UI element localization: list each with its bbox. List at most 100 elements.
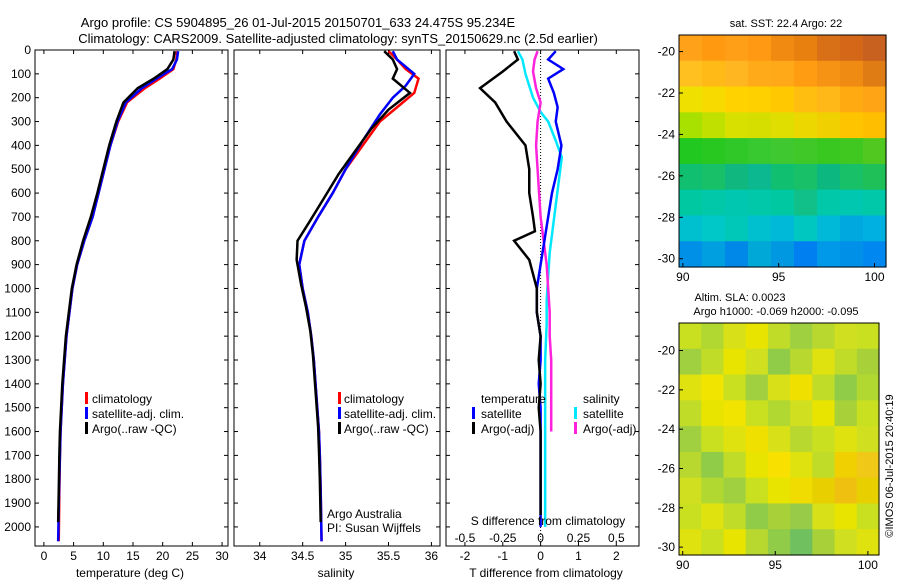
temperature-panel: 0 5 10 15 20 25 300100200300400500600700800900… xyxy=(4,43,229,580)
map-cell xyxy=(702,112,726,139)
map-y-tick-label: -22 xyxy=(658,383,676,397)
map-cell xyxy=(856,348,880,376)
x-tick-label: -1 xyxy=(497,549,508,563)
map-cell xyxy=(790,400,813,427)
map-y-tick-label: -22 xyxy=(658,86,676,100)
map-y-tick-label: -28 xyxy=(658,210,676,224)
map-cell xyxy=(748,112,772,139)
map-cell xyxy=(702,215,726,242)
map-cell xyxy=(725,215,749,242)
map-cell xyxy=(723,503,747,530)
map-cell xyxy=(812,323,836,350)
map-cell xyxy=(790,374,813,401)
map-cell xyxy=(771,215,795,242)
map-cell xyxy=(748,86,772,113)
map-cell xyxy=(767,400,791,427)
legend-label-satellite: satellite-adj. clim. xyxy=(92,407,184,421)
map-cell xyxy=(794,215,818,242)
legend-swatch-s-argo xyxy=(574,422,577,434)
map-cell xyxy=(679,86,703,113)
map-cell xyxy=(856,503,880,530)
s-tick-label: -0.25 xyxy=(489,531,517,545)
legend-swatch-argo xyxy=(85,422,88,434)
s-tick-label: 0.25 xyxy=(567,531,591,545)
sst-map-ticks: 90 95 100 -20 -22 -24 -26 -28 -30 xyxy=(658,45,885,284)
map-cell xyxy=(840,86,864,113)
map-cell xyxy=(856,374,880,401)
legend-header-salinity: salinity xyxy=(583,392,620,406)
map-cell xyxy=(679,477,702,505)
map-cell xyxy=(679,323,702,350)
map-cell xyxy=(679,35,703,62)
y-tick-label: 500 xyxy=(11,162,31,176)
map-cell xyxy=(701,400,725,427)
y-tick-label: 800 xyxy=(11,234,31,248)
map-x-tick-label: 90 xyxy=(676,558,690,572)
map-x-tick-label: 95 xyxy=(769,558,783,572)
map-cell xyxy=(679,426,702,453)
map-cell xyxy=(840,112,864,139)
map-cell xyxy=(812,400,836,427)
map-cell xyxy=(834,400,858,427)
y-tick-label: 1700 xyxy=(4,448,31,462)
y-tick-label: 300 xyxy=(11,115,31,129)
y-tick-label: 1900 xyxy=(4,496,31,510)
difference-legend: temperature salinity satellite Argo(-adj… xyxy=(472,392,636,436)
map-cell xyxy=(748,163,772,191)
map-y-tick-label: -20 xyxy=(658,344,676,358)
map-cell xyxy=(812,529,836,556)
map-cell xyxy=(840,241,864,268)
map-cell xyxy=(812,374,836,401)
series-line-argo-raw-qc- xyxy=(56,51,176,523)
map-x-tick-label: 100 xyxy=(858,558,878,572)
map-cell xyxy=(856,529,880,556)
map-cell xyxy=(834,348,858,376)
map-cell xyxy=(679,163,703,191)
map-cell xyxy=(679,215,703,242)
x-tick-label: 1 xyxy=(575,549,582,563)
y-tick-label: 100 xyxy=(11,67,31,81)
legend-label-climatology: climatology xyxy=(344,392,404,406)
map-y-tick-label: -26 xyxy=(658,461,676,475)
map-cell xyxy=(745,451,769,479)
map-cell xyxy=(702,60,726,88)
map-cell xyxy=(863,60,887,88)
map-cell xyxy=(679,348,702,376)
sla-map-cells xyxy=(679,323,880,556)
map-cell xyxy=(701,451,725,479)
salinity-panel: 34 34.5 35 35.5 36 salinity climatology sate… xyxy=(233,49,441,580)
x-tick-label: 35 xyxy=(339,549,353,563)
map-cell xyxy=(794,189,818,217)
map-y-tick-label: -30 xyxy=(658,540,676,554)
legend-label-t-argo: Argo(-adj) xyxy=(481,422,534,436)
y-tick-label: 900 xyxy=(11,258,31,272)
map-cell xyxy=(767,503,791,530)
y-tick-label: 1300 xyxy=(4,353,31,367)
map-cell xyxy=(745,426,769,453)
credit-pi: PI: Susan Wijffels xyxy=(327,521,421,535)
map-cell xyxy=(701,348,725,376)
map-x-tick-label: 100 xyxy=(864,270,884,284)
map-cell xyxy=(856,477,880,505)
map-cell xyxy=(834,374,858,401)
map-cell xyxy=(723,529,747,556)
map-cell xyxy=(767,348,791,376)
map-cell xyxy=(863,241,887,268)
map-cell xyxy=(767,374,791,401)
map-cell xyxy=(790,323,813,350)
map-cell xyxy=(748,35,772,62)
map-cell xyxy=(745,503,769,530)
map-cell xyxy=(817,138,841,165)
series-line-argo-raw-qc- xyxy=(295,50,412,523)
map-cell xyxy=(790,426,813,453)
map-cell xyxy=(679,138,703,165)
map-cell xyxy=(771,112,795,139)
map-cell xyxy=(840,163,864,191)
map-cell xyxy=(748,138,772,165)
map-y-tick-label: -26 xyxy=(658,169,676,183)
legend-swatch-satellite xyxy=(338,407,341,419)
sla-map-ticks: 90 95 100 -20 -22 -24 -26 -28 -30 xyxy=(658,344,879,572)
map-cell xyxy=(725,163,749,191)
legend-swatch-s-satellite xyxy=(574,407,577,419)
